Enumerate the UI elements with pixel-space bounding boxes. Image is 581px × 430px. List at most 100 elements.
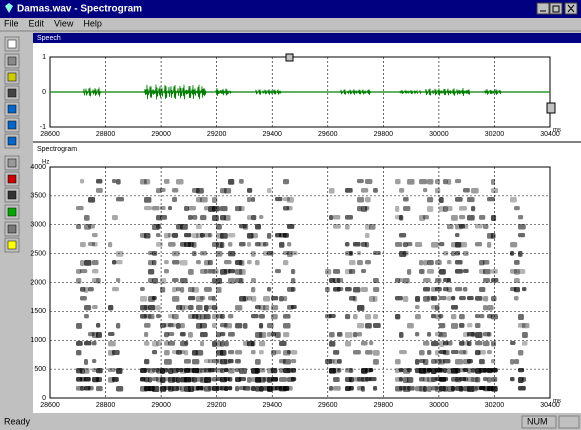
- spectral-blob: [365, 242, 369, 247]
- spectral-blob: [491, 368, 498, 372]
- spectral-blob: [188, 296, 195, 300]
- spectral-blob: [251, 197, 255, 202]
- spectral-blob: [243, 323, 247, 329]
- spectral-blob: [172, 260, 180, 264]
- spectral-blob: [92, 233, 98, 237]
- spectral-blob: [459, 242, 467, 247]
- x-tick-label: 30000: [429, 131, 449, 138]
- spectral-blob: [287, 350, 291, 354]
- spectral-blob: [216, 278, 222, 284]
- spectral-blob: [522, 323, 529, 328]
- spectral-blob: [180, 278, 188, 283]
- spectral-blob: [96, 323, 100, 328]
- spectral-blob: [459, 314, 465, 319]
- x-tick-label: 29400: [262, 131, 282, 138]
- spectral-blob: [224, 323, 232, 328]
- spectral-blob: [455, 269, 463, 274]
- spectral-blob: [423, 341, 429, 346]
- spectral-blob: [160, 287, 165, 293]
- spectral-blob: [88, 197, 95, 203]
- spectral-blob: [228, 350, 234, 354]
- spectral-blob: [112, 377, 119, 382]
- tool-icon: [8, 241, 16, 249]
- spectral-blob: [279, 242, 284, 248]
- y-tick-label: 2000: [30, 279, 46, 286]
- x-tick-label: 29200: [207, 402, 227, 409]
- spectral-blob: [239, 269, 246, 275]
- spectral-blob: [188, 269, 194, 275]
- spectral-blob: [271, 305, 278, 310]
- spectral-blob: [287, 197, 294, 203]
- spectral-blob: [184, 359, 191, 364]
- spectral-blob: [427, 269, 434, 274]
- spectral-blob: [271, 296, 278, 300]
- x-tick-label: 29800: [374, 402, 394, 409]
- spectral-blob: [345, 242, 349, 247]
- spectral-blob: [337, 359, 342, 364]
- spectral-blob: [259, 368, 265, 372]
- spectral-blob: [84, 377, 91, 381]
- spectral-blob: [275, 350, 281, 354]
- spectral-blob: [271, 314, 278, 319]
- spectral-blob: [353, 287, 360, 293]
- spectral-blob: [251, 278, 256, 283]
- window-controls[interactable]: [537, 3, 577, 14]
- x-tick-label: 29800: [374, 131, 394, 138]
- spectral-blob: [172, 251, 180, 256]
- spectral-blob: [522, 287, 526, 291]
- spectral-blob: [395, 359, 401, 364]
- spectral-blob: [156, 305, 161, 311]
- spectral-blob: [487, 242, 491, 248]
- spectral-blob: [395, 314, 400, 319]
- spectral-blob: [176, 377, 180, 383]
- spectral-blob: [403, 206, 410, 211]
- spectral-blob: [239, 368, 247, 374]
- spectral-blob: [112, 179, 116, 183]
- spectral-blob: [475, 314, 479, 318]
- spectral-blob: [487, 197, 495, 201]
- menu-item[interactable]: Help: [83, 18, 102, 28]
- spectral-blob: [369, 224, 376, 230]
- spectral-blob: [479, 215, 485, 220]
- y-tick-label: 1: [42, 54, 46, 61]
- menu-item[interactable]: Edit: [29, 18, 45, 28]
- spectral-blob: [152, 296, 157, 300]
- spectral-blob: [239, 377, 246, 381]
- spectral-blob: [459, 215, 465, 219]
- spectral-blob: [112, 260, 116, 265]
- spectral-blob: [235, 368, 240, 372]
- spectral-blob: [239, 242, 246, 246]
- spectral-blob: [200, 323, 207, 328]
- spectral-blob: [329, 341, 335, 347]
- spectral-blob: [475, 296, 482, 301]
- spectral-blob: [403, 278, 410, 283]
- spectral-blob: [439, 242, 444, 246]
- x-tick-label: 29600: [318, 131, 338, 138]
- spectral-blob: [483, 296, 488, 301]
- spectral-blob: [112, 287, 119, 291]
- spectral-blob: [200, 296, 205, 300]
- spectral-blob: [455, 179, 461, 183]
- spectral-blob: [116, 323, 120, 328]
- spectral-blob: [112, 350, 120, 355]
- spectral-blob: [259, 386, 264, 392]
- spectral-blob: [164, 260, 169, 264]
- spectral-blob: [491, 188, 498, 193]
- spectral-blob: [483, 269, 491, 274]
- spectral-blob: [427, 350, 431, 355]
- menu-item[interactable]: File: [4, 18, 19, 28]
- spectral-blob: [164, 359, 172, 365]
- spectral-blob: [333, 359, 338, 364]
- menu-item[interactable]: View: [54, 18, 74, 28]
- spectrogram-title: Spectrogram: [37, 146, 77, 153]
- spectral-blob: [373, 314, 378, 319]
- spectral-blob: [168, 233, 172, 237]
- spectral-blob: [92, 260, 99, 265]
- spectral-blob: [204, 314, 211, 319]
- x-unit: ms: [553, 128, 561, 134]
- spectral-blob: [212, 341, 217, 347]
- spectral-blob: [459, 323, 464, 328]
- minimize-button[interactable]: [537, 3, 549, 14]
- spectral-blob: [491, 233, 496, 239]
- spectral-blob: [518, 350, 523, 356]
